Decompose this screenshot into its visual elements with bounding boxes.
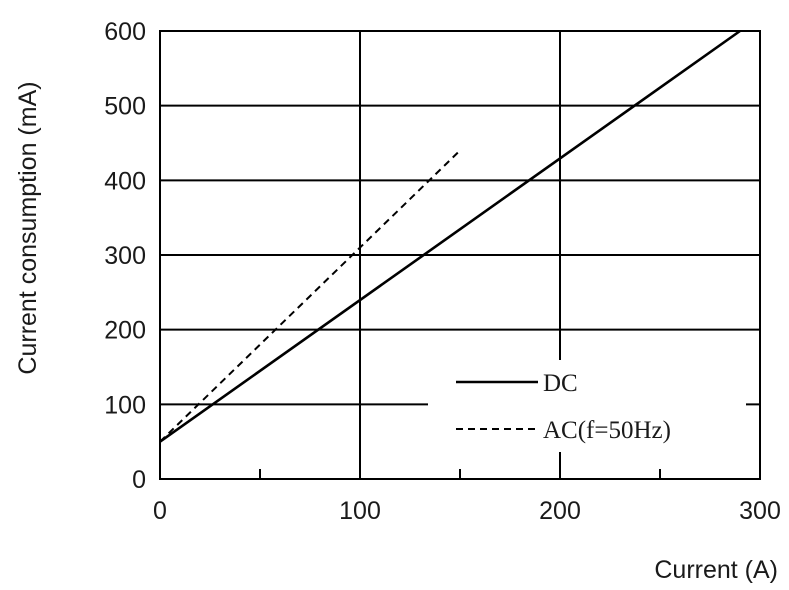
legend-background [428, 360, 746, 452]
legend-label-ac: AC(f=50Hz) [543, 417, 671, 444]
series-line-ac-f-50hz [159, 149, 461, 443]
y-tick-label-0: 0 [132, 466, 146, 494]
y-tick-label-500: 500 [104, 93, 146, 121]
y-tick-label-200: 200 [104, 317, 146, 345]
tick-labels: 0 100 200 300 400 500 600 0 100 200 300 [104, 18, 781, 525]
y-tick-label-400: 400 [104, 167, 146, 195]
grid [160, 31, 760, 479]
x-axis-title: Current (A) [654, 556, 778, 584]
y-tick-label-100: 100 [104, 391, 146, 419]
minor-ticks [259, 469, 661, 479]
x-tick-label-0: 0 [153, 497, 167, 525]
series-layer [159, 29, 741, 443]
y-tick-label-600: 600 [104, 18, 146, 46]
y-tick-label-300: 300 [104, 242, 146, 270]
x-tick-label-200: 200 [539, 497, 581, 525]
plot-frame [159, 30, 761, 480]
y-axis-title: Current consumption (mA) [14, 81, 42, 374]
x-tick-label-300: 300 [739, 497, 781, 525]
legend-label-dc: DC [543, 370, 578, 397]
x-tick-label-100: 100 [339, 497, 381, 525]
series-line-dc [159, 29, 741, 443]
legend: DC AC(f=50Hz) [428, 360, 746, 452]
